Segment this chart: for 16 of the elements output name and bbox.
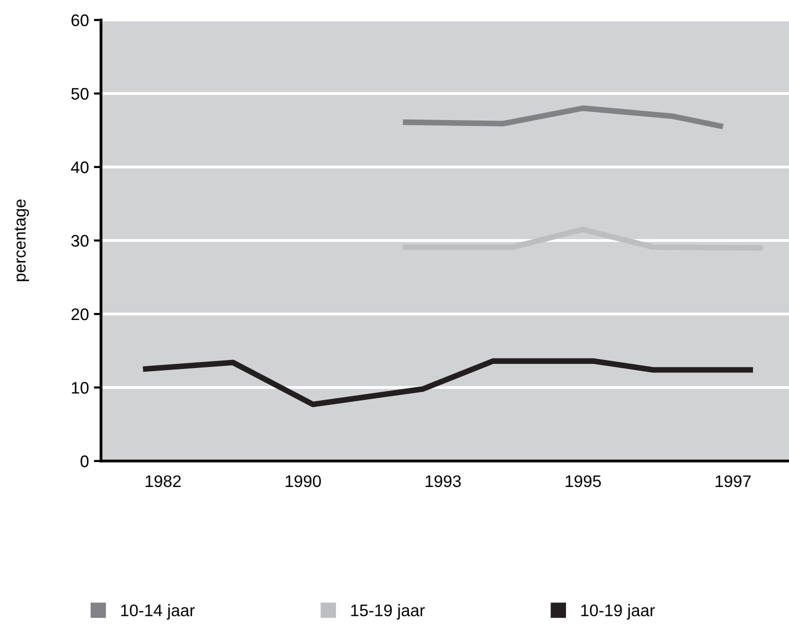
x-tick-label: 1982 [146,475,181,488]
legend-label: 10-19 jaar [581,604,655,620]
x-tick-label: 1993 [426,475,461,488]
legend-label: 10-14 jaar [121,604,195,620]
x-tick-label: 1995 [566,475,601,488]
y-tick-label: 40 [71,161,89,174]
y-tick-label: 30 [71,234,89,247]
y-tick-label: 20 [71,308,89,320]
y-axis-title: percentage [14,200,29,282]
y-tick-label: 60 [72,14,89,26]
y-tick-label: 0 [80,455,89,468]
legend-label: 15-19 jaar [351,604,425,620]
y-tick-label: 10 [72,382,89,394]
y-tick-label: 50 [71,88,89,100]
x-tick-label: 1997 [716,475,751,488]
x-tick-label: 1990 [286,475,321,488]
